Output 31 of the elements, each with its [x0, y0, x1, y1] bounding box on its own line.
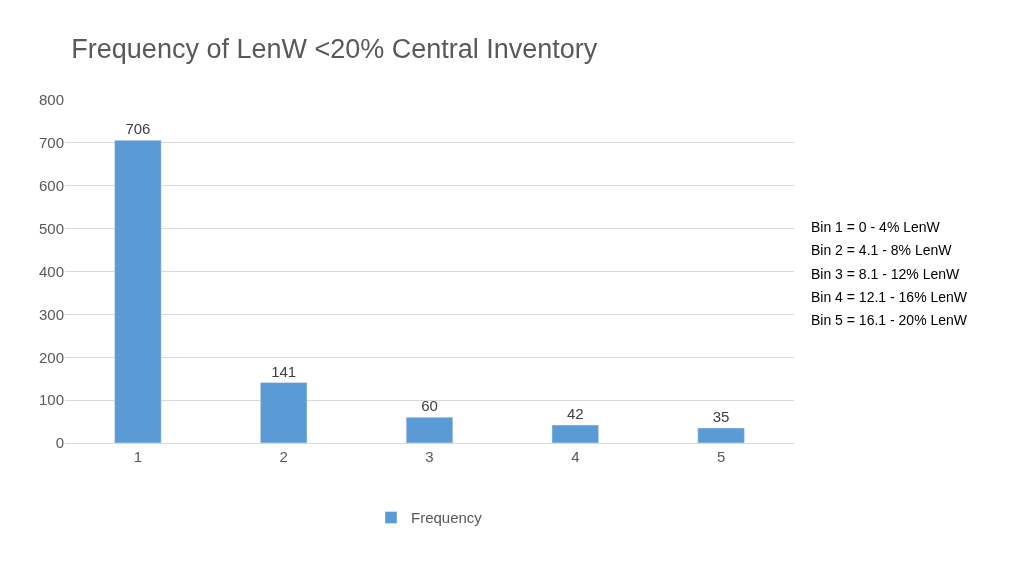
y-tick-label: 300 [38, 305, 64, 323]
data-label: 42 [566, 404, 584, 422]
y-tick-label: 200 [38, 348, 64, 366]
x-tick-label: 3 [425, 448, 434, 465]
bar [551, 424, 599, 443]
chart-title: Frequency of LenW <20% Central Inventory [71, 34, 598, 65]
data-label: 141 [271, 362, 297, 380]
bar [697, 427, 745, 443]
x-tick-label: 1 [133, 448, 143, 465]
bar [405, 417, 454, 443]
text: Bin 3 = 8.1 - 12% LenW [811, 266, 961, 282]
text: Bin 5 = 16.1 - 20% LenW [811, 312, 968, 328]
text: Bin 2 = 4.1 - 8% LenW [811, 242, 953, 258]
y-tick-label: 0 [55, 434, 64, 452]
y-tick-label: 400 [38, 262, 64, 280]
x-tick-label: 5 [716, 448, 726, 465]
data-label: 60 [421, 397, 438, 415]
bar [260, 382, 308, 443]
bar [114, 140, 162, 443]
y-tick-label: 500 [38, 219, 64, 237]
x-tick-label: 2 [279, 448, 288, 465]
text: Bin 1 = 0 - 4% LenW [811, 219, 941, 235]
y-tick-label: 600 [38, 177, 64, 194]
y-tick-label: 800 [38, 91, 64, 109]
y-tick-label: 700 [38, 134, 64, 152]
y-tick-label: 100 [38, 391, 64, 409]
data-label: 706 [125, 120, 151, 138]
x-tick-label: 4 [571, 448, 580, 465]
legend-label: Frequency [411, 509, 483, 527]
data-label: 35 [712, 407, 730, 425]
text: Bin 4 = 12.1 - 16% LenW [811, 289, 968, 305]
